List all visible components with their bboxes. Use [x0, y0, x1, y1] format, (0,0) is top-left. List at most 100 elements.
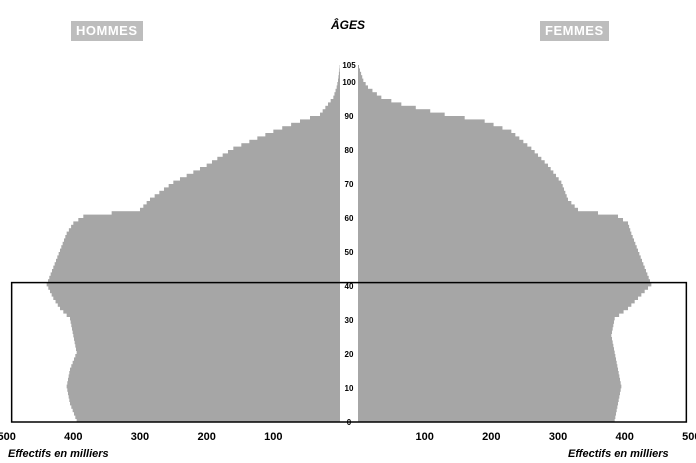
bar-women [358, 354, 616, 358]
bar-men [75, 343, 340, 348]
bar-men [173, 180, 340, 185]
bar-women [358, 190, 566, 195]
bar-men [54, 262, 340, 266]
bar-women [358, 119, 485, 124]
x-tick-label-left: 400 [64, 431, 82, 443]
bar-women [358, 367, 619, 372]
bar-women [358, 221, 629, 226]
bar-women [358, 265, 645, 270]
bar-men [154, 194, 340, 198]
bar-women [358, 88, 373, 93]
bar-men [63, 238, 340, 243]
bar-men [265, 133, 340, 137]
x-tick-label-right: 100 [415, 431, 433, 443]
bar-men [68, 374, 340, 379]
bar-women [358, 408, 617, 413]
bar-men [53, 296, 340, 300]
bar-men [50, 272, 341, 277]
x-axis-label-left: Effectifs en milliers [8, 448, 109, 460]
women-label: FEMMES [540, 21, 609, 41]
bar-men [76, 418, 340, 423]
bar-women [358, 292, 642, 297]
bar-men [55, 299, 341, 304]
x-tick-label-left: 100 [264, 431, 282, 443]
bar-women [358, 150, 535, 154]
age-tick-label: 105 [342, 61, 356, 70]
bar-women [358, 184, 563, 188]
bar-women [358, 116, 465, 120]
bar-women [358, 99, 392, 103]
bar-women [358, 279, 651, 283]
bar-men [249, 139, 340, 144]
bar-men [67, 377, 341, 382]
bar-men [72, 408, 341, 413]
bar-women [358, 374, 620, 379]
bar-women [358, 241, 636, 246]
bar-men [69, 398, 341, 402]
bar-men [65, 235, 340, 239]
bar-women [358, 180, 562, 185]
bar-women [358, 95, 382, 100]
bar-women [358, 360, 617, 365]
bar-women [358, 143, 528, 147]
age-tick-label: 50 [345, 248, 354, 257]
bar-men [59, 248, 341, 253]
bar-men [66, 231, 340, 236]
bar-men [330, 99, 340, 103]
bar-men [143, 204, 340, 209]
bar-women [358, 82, 366, 86]
bar-men [163, 187, 340, 192]
bar-women [358, 156, 542, 161]
bar-men [59, 306, 341, 311]
bar-women [358, 207, 579, 212]
bar-men [222, 153, 340, 158]
bar-women [358, 394, 620, 399]
bar-men [327, 102, 340, 107]
bar-men [57, 255, 340, 260]
bar-women [358, 388, 621, 392]
x-tick-label-right: 400 [616, 431, 634, 443]
bar-men [55, 258, 340, 263]
bar-women [358, 126, 503, 130]
bar-men [233, 146, 340, 151]
x-tick-label-left: 300 [131, 431, 149, 443]
bar-men [72, 360, 341, 365]
bar-men [273, 129, 340, 134]
bar-men [66, 384, 340, 389]
bar-men [78, 218, 340, 222]
bar-women [358, 258, 643, 263]
bar-men [211, 160, 340, 164]
bar-men [257, 136, 340, 141]
bar-women [358, 296, 639, 300]
bar-men [68, 228, 340, 232]
bar-men [63, 309, 341, 314]
bar-men [76, 350, 340, 355]
bar-women [358, 177, 559, 181]
bar-men [49, 275, 341, 280]
bar-men [49, 289, 340, 294]
bar-women [358, 92, 377, 96]
bar-women [358, 218, 624, 222]
bar-men [139, 207, 340, 212]
bar-men [58, 252, 341, 256]
bar-women [358, 129, 512, 134]
bar-women [358, 262, 644, 266]
bar-men [69, 367, 340, 372]
x-tick-label-right: 200 [482, 431, 500, 443]
bar-women [358, 347, 615, 351]
bar-men [71, 224, 341, 229]
bar-men [168, 184, 340, 188]
bar-men [336, 85, 340, 90]
bar-men [339, 68, 340, 73]
bar-men [47, 279, 340, 283]
bar-women [358, 201, 572, 205]
bar-men [338, 71, 340, 76]
bar-women [358, 343, 614, 348]
bar-women [358, 238, 635, 243]
bar-women [358, 245, 637, 249]
age-tick-label: 90 [345, 112, 354, 121]
bar-women [358, 326, 613, 331]
bar-men [67, 388, 340, 392]
bar-men [66, 313, 340, 317]
